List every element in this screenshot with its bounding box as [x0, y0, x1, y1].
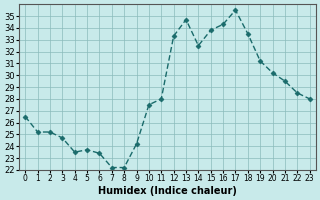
X-axis label: Humidex (Indice chaleur): Humidex (Indice chaleur) [98, 186, 237, 196]
